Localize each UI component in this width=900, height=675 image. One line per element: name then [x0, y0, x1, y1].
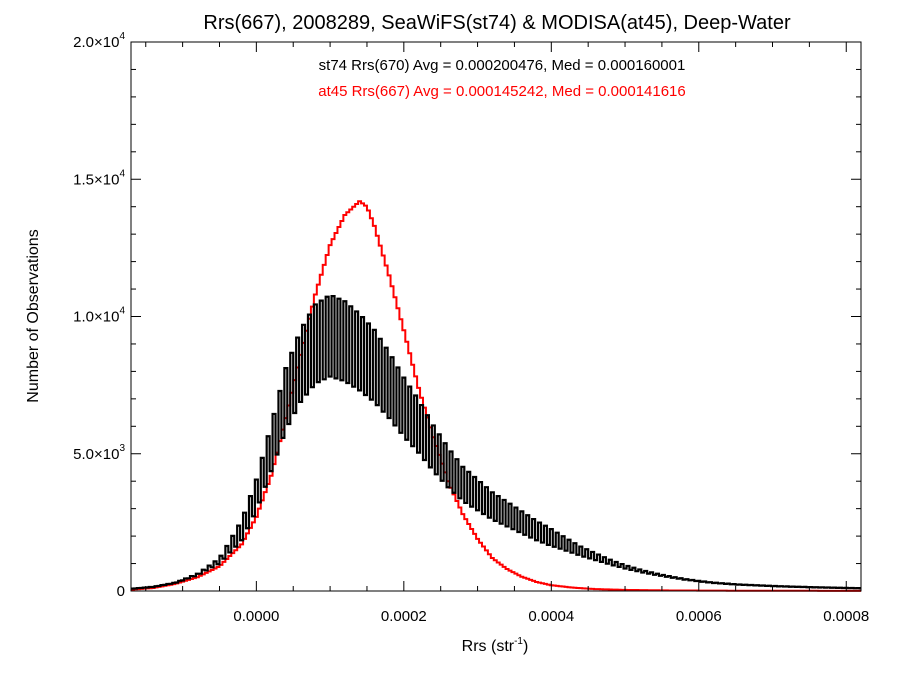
series-black-histogram: [131, 295, 861, 590]
y-tick-label: 5.0×103: [73, 443, 125, 463]
y-tick-label: 1.5×104: [73, 168, 125, 188]
x-tick-label: 0.0000: [233, 608, 279, 625]
x-tick-label: 0.0006: [676, 608, 722, 625]
legend-entry-at45: at45 Rrs(667) Avg = 0.000145242, Med = 0…: [318, 83, 686, 100]
x-tick-label: 0.0002: [381, 608, 427, 625]
y-axis: 0 5.0×103 1.0×104 1.5×104 2.0×104: [73, 31, 861, 600]
x-tick-label: 0.0008: [823, 608, 869, 625]
y-axis-label: Number of Observations: [25, 229, 42, 402]
y-tick-label: 1.0×104: [73, 306, 125, 326]
y-tick-label: 0: [117, 583, 125, 600]
histogram-line-st74: [131, 295, 861, 590]
legend-entry-st74: st74 Rrs(670) Avg = 0.000200476, Med = 0…: [319, 57, 686, 74]
x-tick-label: 0.0004: [528, 608, 574, 625]
x-axis: 0.0000 0.0002 0.0004 0.0006 0.0008: [145, 42, 869, 625]
x-axis-label: Rrs (str-1): [462, 636, 529, 655]
chart-title: Rrs(667), 2008289, SeaWiFS(st74) & MODIS…: [203, 12, 791, 34]
y-tick-label: 2.0×104: [73, 31, 125, 51]
